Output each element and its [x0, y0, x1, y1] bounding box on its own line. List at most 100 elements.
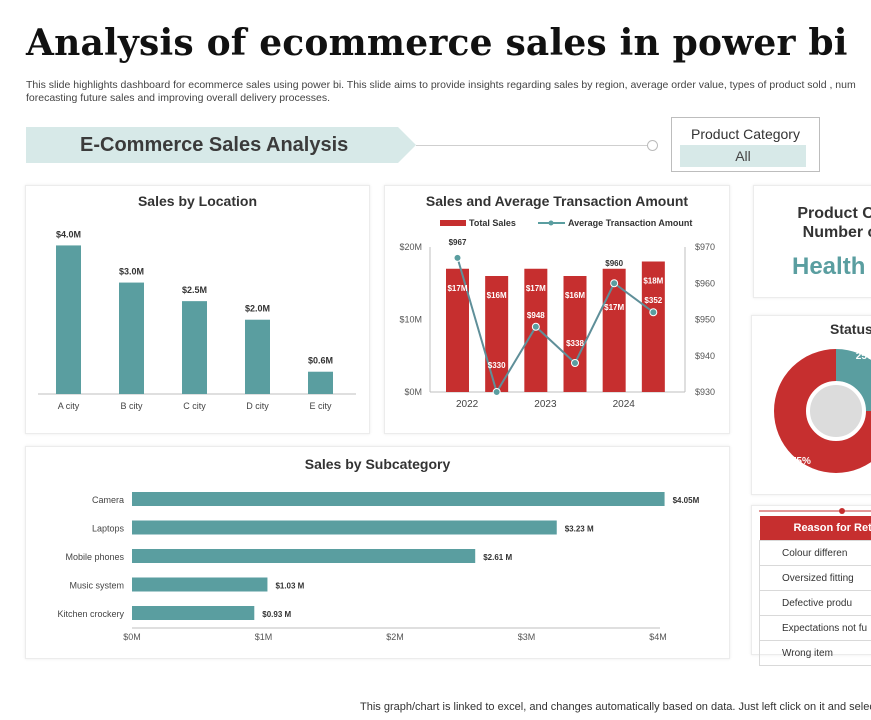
bar — [182, 301, 207, 394]
legend-marker — [548, 220, 554, 226]
bar — [563, 276, 587, 392]
data-label: $17M — [526, 284, 546, 293]
bar — [132, 549, 476, 563]
bar — [485, 276, 509, 392]
filter-label: Product Category — [691, 126, 800, 142]
data-label: $3.0M — [119, 267, 144, 277]
table-row: Colour differen — [759, 540, 871, 566]
donut-slice — [774, 349, 871, 473]
location-chart: $4.0M A city $3.0M B city $2.5M C city $2.0M D … — [38, 229, 356, 411]
reason-item: Wrong item — [759, 640, 871, 666]
line-point — [492, 388, 501, 396]
transaction-chart-title: Sales and Average Transaction Amount — [425, 193, 689, 209]
sales-by-location-panel: Sales by Location $4.0M A city $3.0M B city… — [25, 185, 370, 434]
category-label: Mobile phones — [65, 552, 124, 562]
x-tick-label: 2023 — [534, 399, 557, 410]
return-reasons-marker — [759, 508, 871, 514]
data-label: $967 — [449, 238, 467, 247]
y-tick-label: $20M — [399, 242, 422, 252]
table-row: Wrong item — [759, 640, 871, 666]
data-label: $3.23 M — [565, 525, 594, 534]
x-tick-label: D city — [246, 401, 269, 411]
slice-label: 25% — [856, 351, 871, 362]
y-tick-label: $0M — [404, 387, 422, 397]
bar — [641, 261, 665, 392]
footer-note: This graph/chart is linked to excel, and… — [360, 701, 871, 713]
reason-item: Colour differen — [759, 540, 871, 566]
bar — [245, 319, 270, 394]
status-donut-chart: 25% 75% — [774, 349, 871, 473]
data-label: $960 — [605, 259, 623, 268]
page-description: This slide highlights dashboard for ecom… — [26, 79, 856, 104]
table-row: Oversized fitting — [759, 565, 871, 591]
connector-line — [416, 145, 648, 146]
legend-label: Average Transaction Amount — [568, 218, 692, 228]
reason-item: Expectations not fu — [759, 615, 871, 641]
reason-item: Oversized fitting — [759, 565, 871, 591]
location-chart-title: Sales by Location — [137, 193, 258, 209]
kpi-panel — [753, 185, 871, 298]
return-reasons-table: Reason for Ret Colour differen Oversized… — [759, 516, 871, 666]
x-tick-label: $1M — [255, 632, 273, 642]
line-point — [531, 322, 540, 331]
sales-by-subcategory-panel: Sales by Subcategory Camera $4.05M Laptops… — [25, 446, 730, 659]
x-tick-label: 2024 — [613, 399, 636, 410]
bar — [308, 371, 333, 394]
bar — [132, 492, 665, 506]
data-label: $1.03 M — [275, 582, 304, 591]
x-tick-label: $0M — [123, 632, 141, 642]
data-label: $352 — [644, 296, 662, 305]
bar — [132, 577, 268, 592]
data-label: $2.61 M — [483, 553, 512, 562]
x-tick-label: $2M — [386, 632, 404, 642]
line-point — [610, 279, 619, 288]
data-label: $16M — [565, 291, 585, 300]
bar — [132, 520, 557, 535]
x-tick-label: $3M — [518, 632, 536, 642]
category-label: Laptops — [92, 524, 125, 534]
section-banner — [26, 127, 416, 163]
legend-swatch-total-sales — [440, 220, 466, 226]
product-category-filter[interactable]: Product Category All — [671, 117, 820, 172]
status-title: Status — [830, 321, 871, 337]
connector-dot — [647, 140, 658, 151]
bar — [446, 268, 469, 392]
bar — [602, 268, 626, 392]
transaction-chart: Total Sales Average Transaction Amount $0M… — [399, 218, 715, 410]
page-title: Analysis of ecommerce sales in power bi — [26, 22, 848, 64]
data-label: $17M — [447, 284, 467, 293]
filter-value-select[interactable]: All — [680, 145, 806, 167]
y-tick-label: $930 — [695, 387, 715, 397]
data-label: $16M — [487, 291, 507, 300]
y-tick-label: $970 — [695, 242, 715, 252]
legend-label: Total Sales — [469, 218, 516, 228]
category-label: Camera — [92, 495, 124, 505]
x-tick-label: 2022 — [456, 399, 479, 410]
subcategory-chart-title: Sales by Subcategory — [304, 456, 451, 472]
data-label: $17M — [604, 303, 624, 312]
y-tick-label: $940 — [695, 351, 715, 361]
data-label: $330 — [488, 361, 506, 370]
x-tick-label: C city — [183, 401, 206, 411]
kpi-value: Health — [792, 253, 866, 280]
x-tick-label: A city — [58, 401, 80, 411]
y-tick-label: $950 — [695, 315, 715, 325]
bar — [132, 606, 255, 620]
x-tick-label: $4M — [649, 632, 667, 642]
data-label: $948 — [527, 311, 545, 320]
y-tick-label: $960 — [695, 278, 715, 288]
x-tick-label: E city — [309, 401, 332, 411]
table-row: Expectations not fu — [759, 615, 871, 641]
x-tick-label: B city — [120, 401, 143, 411]
series-line — [456, 257, 654, 395]
slice-label: 75% — [791, 456, 811, 467]
data-label: $2.0M — [245, 304, 270, 314]
bar — [56, 245, 81, 394]
data-label: $4.05M — [673, 496, 700, 505]
data-label: $338 — [566, 339, 584, 348]
reasons-header: Reason for Ret — [759, 516, 871, 541]
category-label: Kitchen crockery — [57, 609, 124, 619]
y-tick-label: $10M — [399, 315, 422, 325]
status-panel: Status 25% 75% — [751, 315, 871, 495]
bar — [119, 282, 144, 394]
